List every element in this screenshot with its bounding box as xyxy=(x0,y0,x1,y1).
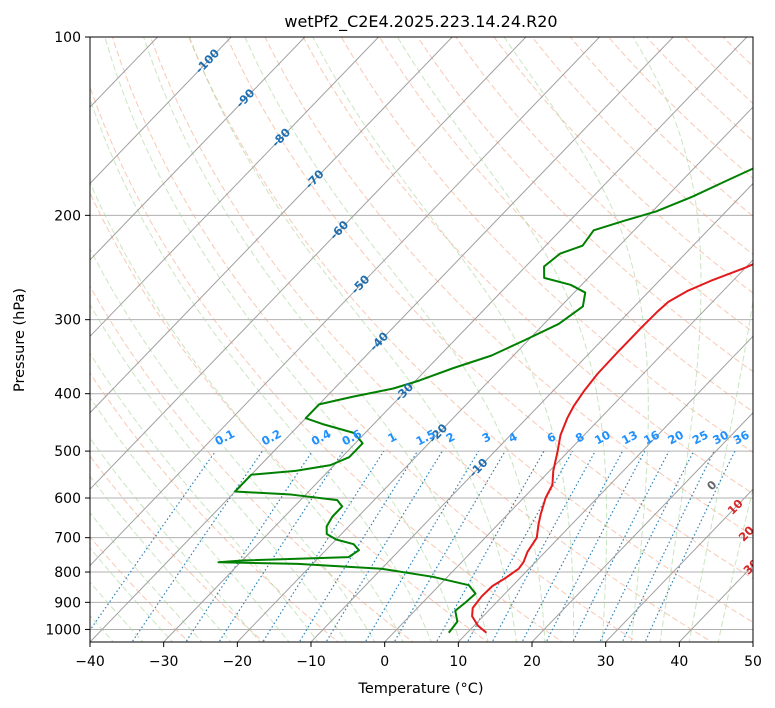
mixing-ratio-label: 10 xyxy=(592,428,613,448)
isotherm xyxy=(90,37,453,414)
dry-adiabat xyxy=(150,37,713,642)
moist-adiabat xyxy=(90,97,432,642)
moist-adiabat xyxy=(104,37,461,642)
dry-adiabat xyxy=(417,37,753,373)
y-axis-label: Pressure (hPa) xyxy=(12,288,28,392)
moist-adiabats xyxy=(90,37,753,642)
profile-line xyxy=(217,167,753,634)
mixing-ratio-label: 16 xyxy=(641,428,662,448)
mixing-ratio-line xyxy=(491,450,596,642)
y-tick-label: 300 xyxy=(54,313,81,329)
plot-area: -100-90-80-70-60-50-40-30-20-100.1 0.2 0.4… xyxy=(89,36,754,643)
dry-adiabat xyxy=(188,37,753,623)
dry-adiabat xyxy=(90,85,564,642)
y-tick-label: 600 xyxy=(54,491,81,507)
x-axis-label: Temperature (°C) xyxy=(357,681,483,697)
y-tick-label: 500 xyxy=(54,444,81,460)
profile-line xyxy=(471,263,753,634)
dry-adiabat xyxy=(226,37,753,580)
mixing-ratio-line xyxy=(218,450,344,642)
x-tick-label: −40 xyxy=(75,654,105,670)
y-tick-label: 900 xyxy=(54,595,81,611)
isotherm xyxy=(531,412,753,642)
chart-title: wetPf2_C2E4.2025.223.14.24.R20 xyxy=(284,12,557,32)
isotherm xyxy=(90,37,601,567)
x-tick-label: 0 xyxy=(380,654,389,670)
mixing-ratio-label: 13 xyxy=(619,428,640,448)
mixing-ratio-label: 20 xyxy=(665,428,686,448)
isotherm xyxy=(604,488,753,642)
mixing-ratio-label: 25 xyxy=(690,428,711,448)
isotherms xyxy=(90,37,753,642)
y-tick-label: 100 xyxy=(54,30,81,46)
mixing-ratio-line xyxy=(572,450,670,642)
x-tick-label: 10 xyxy=(449,654,467,670)
moist-adiabat xyxy=(90,303,347,642)
mixing-ratio-line xyxy=(393,450,506,642)
profile-series xyxy=(217,167,753,634)
dry-adiabat xyxy=(111,37,638,642)
y-tick-label: 700 xyxy=(54,531,81,547)
x-tick-label: 30 xyxy=(597,654,615,670)
isotherm xyxy=(90,37,306,261)
mixing-ratio-label: 30 xyxy=(710,428,731,448)
x-tick-label: −30 xyxy=(149,654,179,670)
moist-adiabat xyxy=(90,475,232,642)
moist-adiabat xyxy=(90,581,144,642)
moist-adiabat xyxy=(189,37,517,642)
dry-adiabat xyxy=(378,37,753,413)
dry-adiabat xyxy=(90,455,265,642)
isotherm xyxy=(90,37,380,338)
mixing-ratio-line xyxy=(521,450,624,642)
mixing-ratio-line xyxy=(325,450,443,642)
y-tick-label: 800 xyxy=(54,565,81,581)
isotherm xyxy=(90,37,232,185)
mixing-ratio-label: 36 xyxy=(731,428,752,448)
y-tick-label: 200 xyxy=(54,208,81,224)
isotherm xyxy=(162,37,748,642)
plot-frame xyxy=(89,36,754,643)
dry-adiabat xyxy=(531,37,753,256)
isotherm xyxy=(310,182,753,642)
dry-adiabat xyxy=(455,37,753,333)
isotherm xyxy=(90,37,674,642)
dry-adiabat xyxy=(264,37,753,537)
dry-adiabat xyxy=(90,372,340,642)
y-tick-label: 1000 xyxy=(45,622,81,638)
mixing-ratio-line xyxy=(545,450,646,642)
moist-adiabat xyxy=(244,37,546,642)
mixing-ratio-line xyxy=(466,450,574,642)
mixing-ratio-line xyxy=(435,450,545,642)
dry-adiabat xyxy=(645,37,753,142)
isotherm xyxy=(90,37,527,490)
moist-adiabat xyxy=(90,181,404,642)
moist-adiabat xyxy=(90,547,174,642)
moist-adiabat xyxy=(503,37,649,642)
mixing-ratio-line xyxy=(90,450,217,632)
dry-adiabat xyxy=(493,37,753,294)
y-axis: 100 200 300 400 500 600 700 800 900 1000 xyxy=(45,30,90,638)
moist-adiabat xyxy=(632,37,702,642)
moist-adiabat xyxy=(312,37,575,642)
mixing-ratio-line xyxy=(131,450,263,642)
isotherm xyxy=(236,106,753,642)
x-tick-label: 40 xyxy=(670,654,688,670)
x-tick-label: −20 xyxy=(223,654,253,670)
x-axis: −40 −30 −20 −10 0 10 20 30 40 50 xyxy=(75,642,762,670)
moist-adiabat xyxy=(90,247,376,642)
isotherm xyxy=(457,335,753,642)
y-tick-label: 400 xyxy=(54,387,81,403)
mixing-ratio-line xyxy=(364,450,480,642)
mixing-ratio-line xyxy=(185,450,313,642)
moist-adiabat xyxy=(90,352,319,642)
x-tick-label: 20 xyxy=(523,654,541,670)
isotherm xyxy=(383,259,753,642)
x-tick-label: −10 xyxy=(296,654,326,670)
x-tick-label: 50 xyxy=(744,654,762,670)
